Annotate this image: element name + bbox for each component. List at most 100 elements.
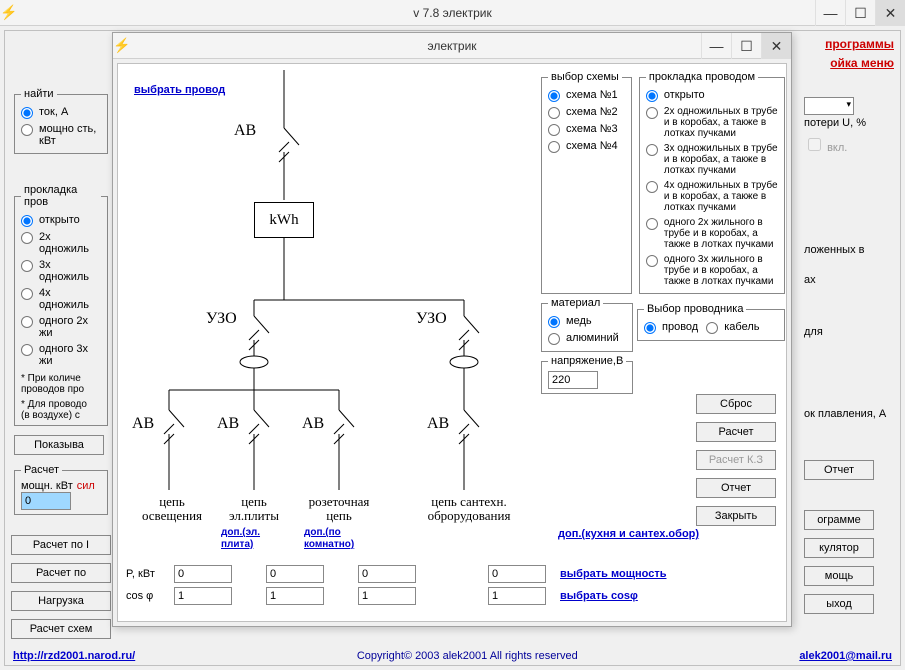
- select-wire-link[interactable]: выбрать провод: [134, 84, 225, 96]
- lightning-icon: ⚡: [113, 37, 130, 54]
- ab-b1: АВ: [132, 415, 154, 433]
- reset-button[interactable]: Сброс: [696, 394, 776, 414]
- p1-input[interactable]: [174, 565, 232, 583]
- find-current-radio[interactable]: [21, 107, 33, 119]
- scheme3-radio[interactable]: [548, 124, 560, 136]
- wire-radio[interactable]: [644, 322, 656, 334]
- p3-input[interactable]: [358, 565, 416, 583]
- find-group: найти ток, А мощно сть, кВт: [14, 88, 108, 154]
- p4-input[interactable]: [488, 565, 546, 583]
- main-window-buttons: — ☐ ✕: [815, 0, 905, 26]
- routing-open-main[interactable]: [21, 215, 33, 227]
- calc-group: Расчет мощн. кВт сил: [14, 464, 108, 515]
- cable-radio[interactable]: [706, 322, 718, 334]
- branch2-link[interactable]: доп.(эл. плита): [221, 527, 260, 550]
- calc-by-button[interactable]: Расчет по: [11, 563, 111, 583]
- menu-setup-link[interactable]: ойка меню: [825, 54, 894, 73]
- maximize-icon[interactable]: ☐: [845, 0, 875, 26]
- minimize-icon[interactable]: —: [815, 0, 845, 26]
- c4-input[interactable]: [488, 587, 546, 605]
- child-titlebar: ⚡ электрик — ☐ ✕: [113, 33, 791, 59]
- child-window: ⚡ электрик — ☐ ✕ выбрать провод: [112, 32, 792, 627]
- voltage-input[interactable]: [548, 371, 598, 389]
- routing-2x-main[interactable]: [21, 232, 33, 244]
- lightning-icon: ⚡: [0, 4, 17, 21]
- c1-input[interactable]: [174, 587, 232, 605]
- main-exit-button[interactable]: ыход: [804, 594, 874, 614]
- copper-radio[interactable]: [548, 316, 560, 328]
- action-buttons: Сброс Расчет Расчет К.З Отчет Закрыть: [696, 394, 776, 526]
- aluminium-radio[interactable]: [548, 333, 560, 345]
- routing-4x-main[interactable]: [21, 288, 33, 300]
- close-icon[interactable]: ✕: [875, 0, 905, 26]
- minimize-icon[interactable]: —: [701, 33, 731, 59]
- scheme2-radio[interactable]: [548, 107, 560, 119]
- routing-1-3x-main[interactable]: [21, 344, 33, 356]
- report-button[interactable]: Отчет: [696, 478, 776, 498]
- main-help-button[interactable]: мощь: [804, 566, 874, 586]
- c2-input[interactable]: [266, 587, 324, 605]
- calc-kz-button[interactable]: Расчет К.З: [696, 450, 776, 470]
- left-column: найти ток, А мощно сть, кВт прокладка пр…: [11, 85, 111, 639]
- main-report-button[interactable]: Отчет: [804, 460, 874, 480]
- branch2-label: цепь эл.плиты: [219, 495, 289, 524]
- scheme1-radio[interactable]: [548, 90, 560, 102]
- ab-b3: АВ: [302, 415, 324, 433]
- routing-2x-radio[interactable]: [646, 107, 658, 119]
- scheme-group: выбор схемы схема №1 схема №2 схема №3 с…: [541, 71, 632, 294]
- close-icon[interactable]: ✕: [761, 33, 791, 59]
- select-cos-link[interactable]: выбрать cosφ: [560, 590, 638, 602]
- routing-group: прокладка проводом открыто 2х одножильны…: [639, 71, 785, 294]
- show-button[interactable]: Показыва: [14, 435, 104, 455]
- voltage-group: напряжение,В: [541, 355, 633, 394]
- close-button[interactable]: Закрыть: [696, 506, 776, 526]
- calc-scheme-button[interactable]: Расчет схем: [11, 619, 111, 639]
- side-panel: выбор схемы схема №1 схема №2 схема №3 с…: [538, 68, 787, 397]
- cos-row-label: cos φ: [126, 590, 168, 602]
- calc-legend: Расчет: [21, 464, 62, 476]
- find-legend: найти: [21, 88, 57, 100]
- main-calc-button[interactable]: кулятор: [804, 538, 874, 558]
- maximize-icon[interactable]: ☐: [731, 33, 761, 59]
- routing-3x-radio[interactable]: [646, 144, 658, 156]
- material-group: материал медь алюминий: [541, 297, 633, 352]
- bottom-inputs: P, кВт выбрать мощность cos φ выбрат: [126, 561, 778, 609]
- branch4-label: цепь сантехн. оброрудования: [419, 495, 519, 524]
- extra-link[interactable]: доп.(кухня и сантех.обор): [558, 528, 699, 540]
- main-title: v 7.8 электрик: [413, 6, 491, 20]
- calculate-button[interactable]: Расчет: [696, 422, 776, 442]
- routing-1-3x-radio[interactable]: [646, 255, 658, 267]
- child-title: электрик: [427, 39, 476, 53]
- programs-link[interactable]: программы: [825, 35, 894, 54]
- footer-left-link[interactable]: http://rzd2001.narod.ru/: [13, 650, 135, 662]
- routing-3x-main[interactable]: [21, 260, 33, 272]
- routing-1-2x-main[interactable]: [21, 316, 33, 328]
- load-button[interactable]: Нагрузка: [11, 591, 111, 611]
- losses-dropdown[interactable]: [804, 97, 854, 115]
- routing-legend-main: прокладка пров: [21, 184, 101, 208]
- main-titlebar: ⚡ v 7.8 электрик — ☐ ✕: [0, 0, 905, 26]
- child-window-buttons: — ☐ ✕: [701, 33, 791, 59]
- scheme4-radio[interactable]: [548, 141, 560, 153]
- routing-1-2x-radio[interactable]: [646, 218, 658, 230]
- footer: http://rzd2001.narod.ru/ Copyright© 2003…: [13, 650, 892, 662]
- top-links: программы ойка меню: [825, 35, 894, 73]
- ab-b4: АВ: [427, 415, 449, 433]
- p2-input[interactable]: [266, 565, 324, 583]
- branch1-label: цепь освещения: [132, 495, 212, 524]
- select-power-link[interactable]: выбрать мощность: [560, 568, 666, 580]
- routing-open-radio[interactable]: [646, 90, 658, 102]
- routing-4x-radio[interactable]: [646, 181, 658, 193]
- footer-right-link[interactable]: alek2001@mail.ru: [799, 650, 892, 662]
- find-power-radio[interactable]: [21, 124, 33, 136]
- diagram-area: выбрать провод: [124, 70, 524, 610]
- ab-b2: АВ: [217, 415, 239, 433]
- main-program-button[interactable]: ограмме: [804, 510, 874, 530]
- power-input-main[interactable]: [21, 492, 71, 510]
- branch3-link[interactable]: доп.(по комнатно): [304, 527, 354, 550]
- calc-by-i-button[interactable]: Расчет по I: [11, 535, 111, 555]
- kwh-box: kWh: [254, 202, 314, 238]
- right-column: потери U, % вкл. ложенных в ах для ок пл…: [804, 97, 894, 614]
- c3-input[interactable]: [358, 587, 416, 605]
- ab-label-top: АВ: [234, 122, 256, 140]
